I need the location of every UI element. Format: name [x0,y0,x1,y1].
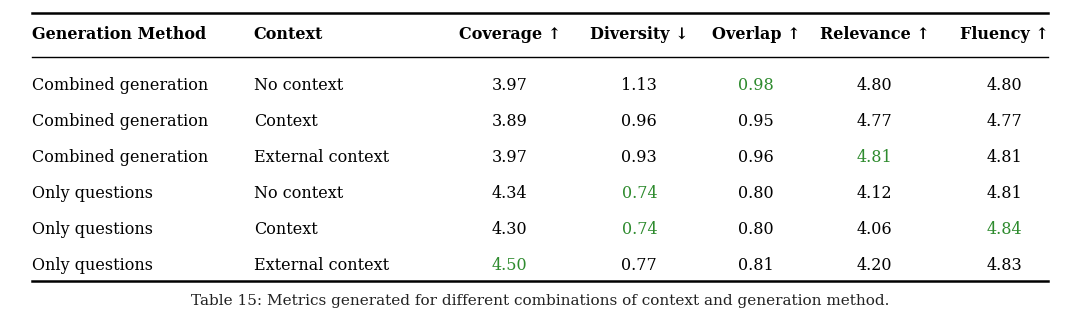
Text: Coverage ↑: Coverage ↑ [459,25,561,43]
Text: 4.20: 4.20 [858,257,892,274]
Text: 4.80: 4.80 [987,77,1022,94]
Text: 4.84: 4.84 [987,221,1022,238]
Text: 3.97: 3.97 [491,77,528,94]
Text: Fluency ↑: Fluency ↑ [960,25,1049,43]
Text: 0.77: 0.77 [621,257,658,274]
Text: 4.06: 4.06 [858,221,892,238]
Text: Context: Context [254,113,318,130]
Text: 0.96: 0.96 [738,149,774,166]
Text: 4.77: 4.77 [986,113,1023,130]
Text: Only questions: Only questions [32,257,153,274]
Text: Combined generation: Combined generation [32,149,208,166]
Text: 0.74: 0.74 [622,221,657,238]
Text: 0.80: 0.80 [739,221,773,238]
Text: 4.81: 4.81 [986,149,1023,166]
Text: Table 15: Metrics generated for different combinations of context and generation: Table 15: Metrics generated for differen… [191,294,889,308]
Text: 0.80: 0.80 [739,185,773,202]
Text: 4.12: 4.12 [858,185,892,202]
Text: 0.81: 0.81 [738,257,774,274]
Text: 0.96: 0.96 [621,113,658,130]
Text: Combined generation: Combined generation [32,113,208,130]
Text: 4.77: 4.77 [856,113,893,130]
Text: Diversity ↓: Diversity ↓ [590,25,689,43]
Text: 0.74: 0.74 [622,185,657,202]
Text: Relevance ↑: Relevance ↑ [820,25,930,43]
Text: 4.81: 4.81 [986,185,1023,202]
Text: Only questions: Only questions [32,185,153,202]
Text: 4.30: 4.30 [492,221,527,238]
Text: 4.34: 4.34 [492,185,527,202]
Text: Context: Context [254,221,318,238]
Text: Context: Context [254,25,323,43]
Text: 4.81: 4.81 [856,149,893,166]
Text: Combined generation: Combined generation [32,77,208,94]
Text: Generation Method: Generation Method [32,25,206,43]
Text: No context: No context [254,77,343,94]
Text: Only questions: Only questions [32,221,153,238]
Text: No context: No context [254,185,343,202]
Text: External context: External context [254,257,389,274]
Text: 4.80: 4.80 [858,77,892,94]
Text: 3.97: 3.97 [491,149,528,166]
Text: 0.98: 0.98 [738,77,774,94]
Text: 3.89: 3.89 [491,113,528,130]
Text: 4.83: 4.83 [986,257,1023,274]
Text: Overlap ↑: Overlap ↑ [712,25,800,43]
Text: 4.50: 4.50 [492,257,527,274]
Text: 1.13: 1.13 [621,77,658,94]
Text: 0.93: 0.93 [621,149,658,166]
Text: 0.95: 0.95 [738,113,774,130]
Text: External context: External context [254,149,389,166]
